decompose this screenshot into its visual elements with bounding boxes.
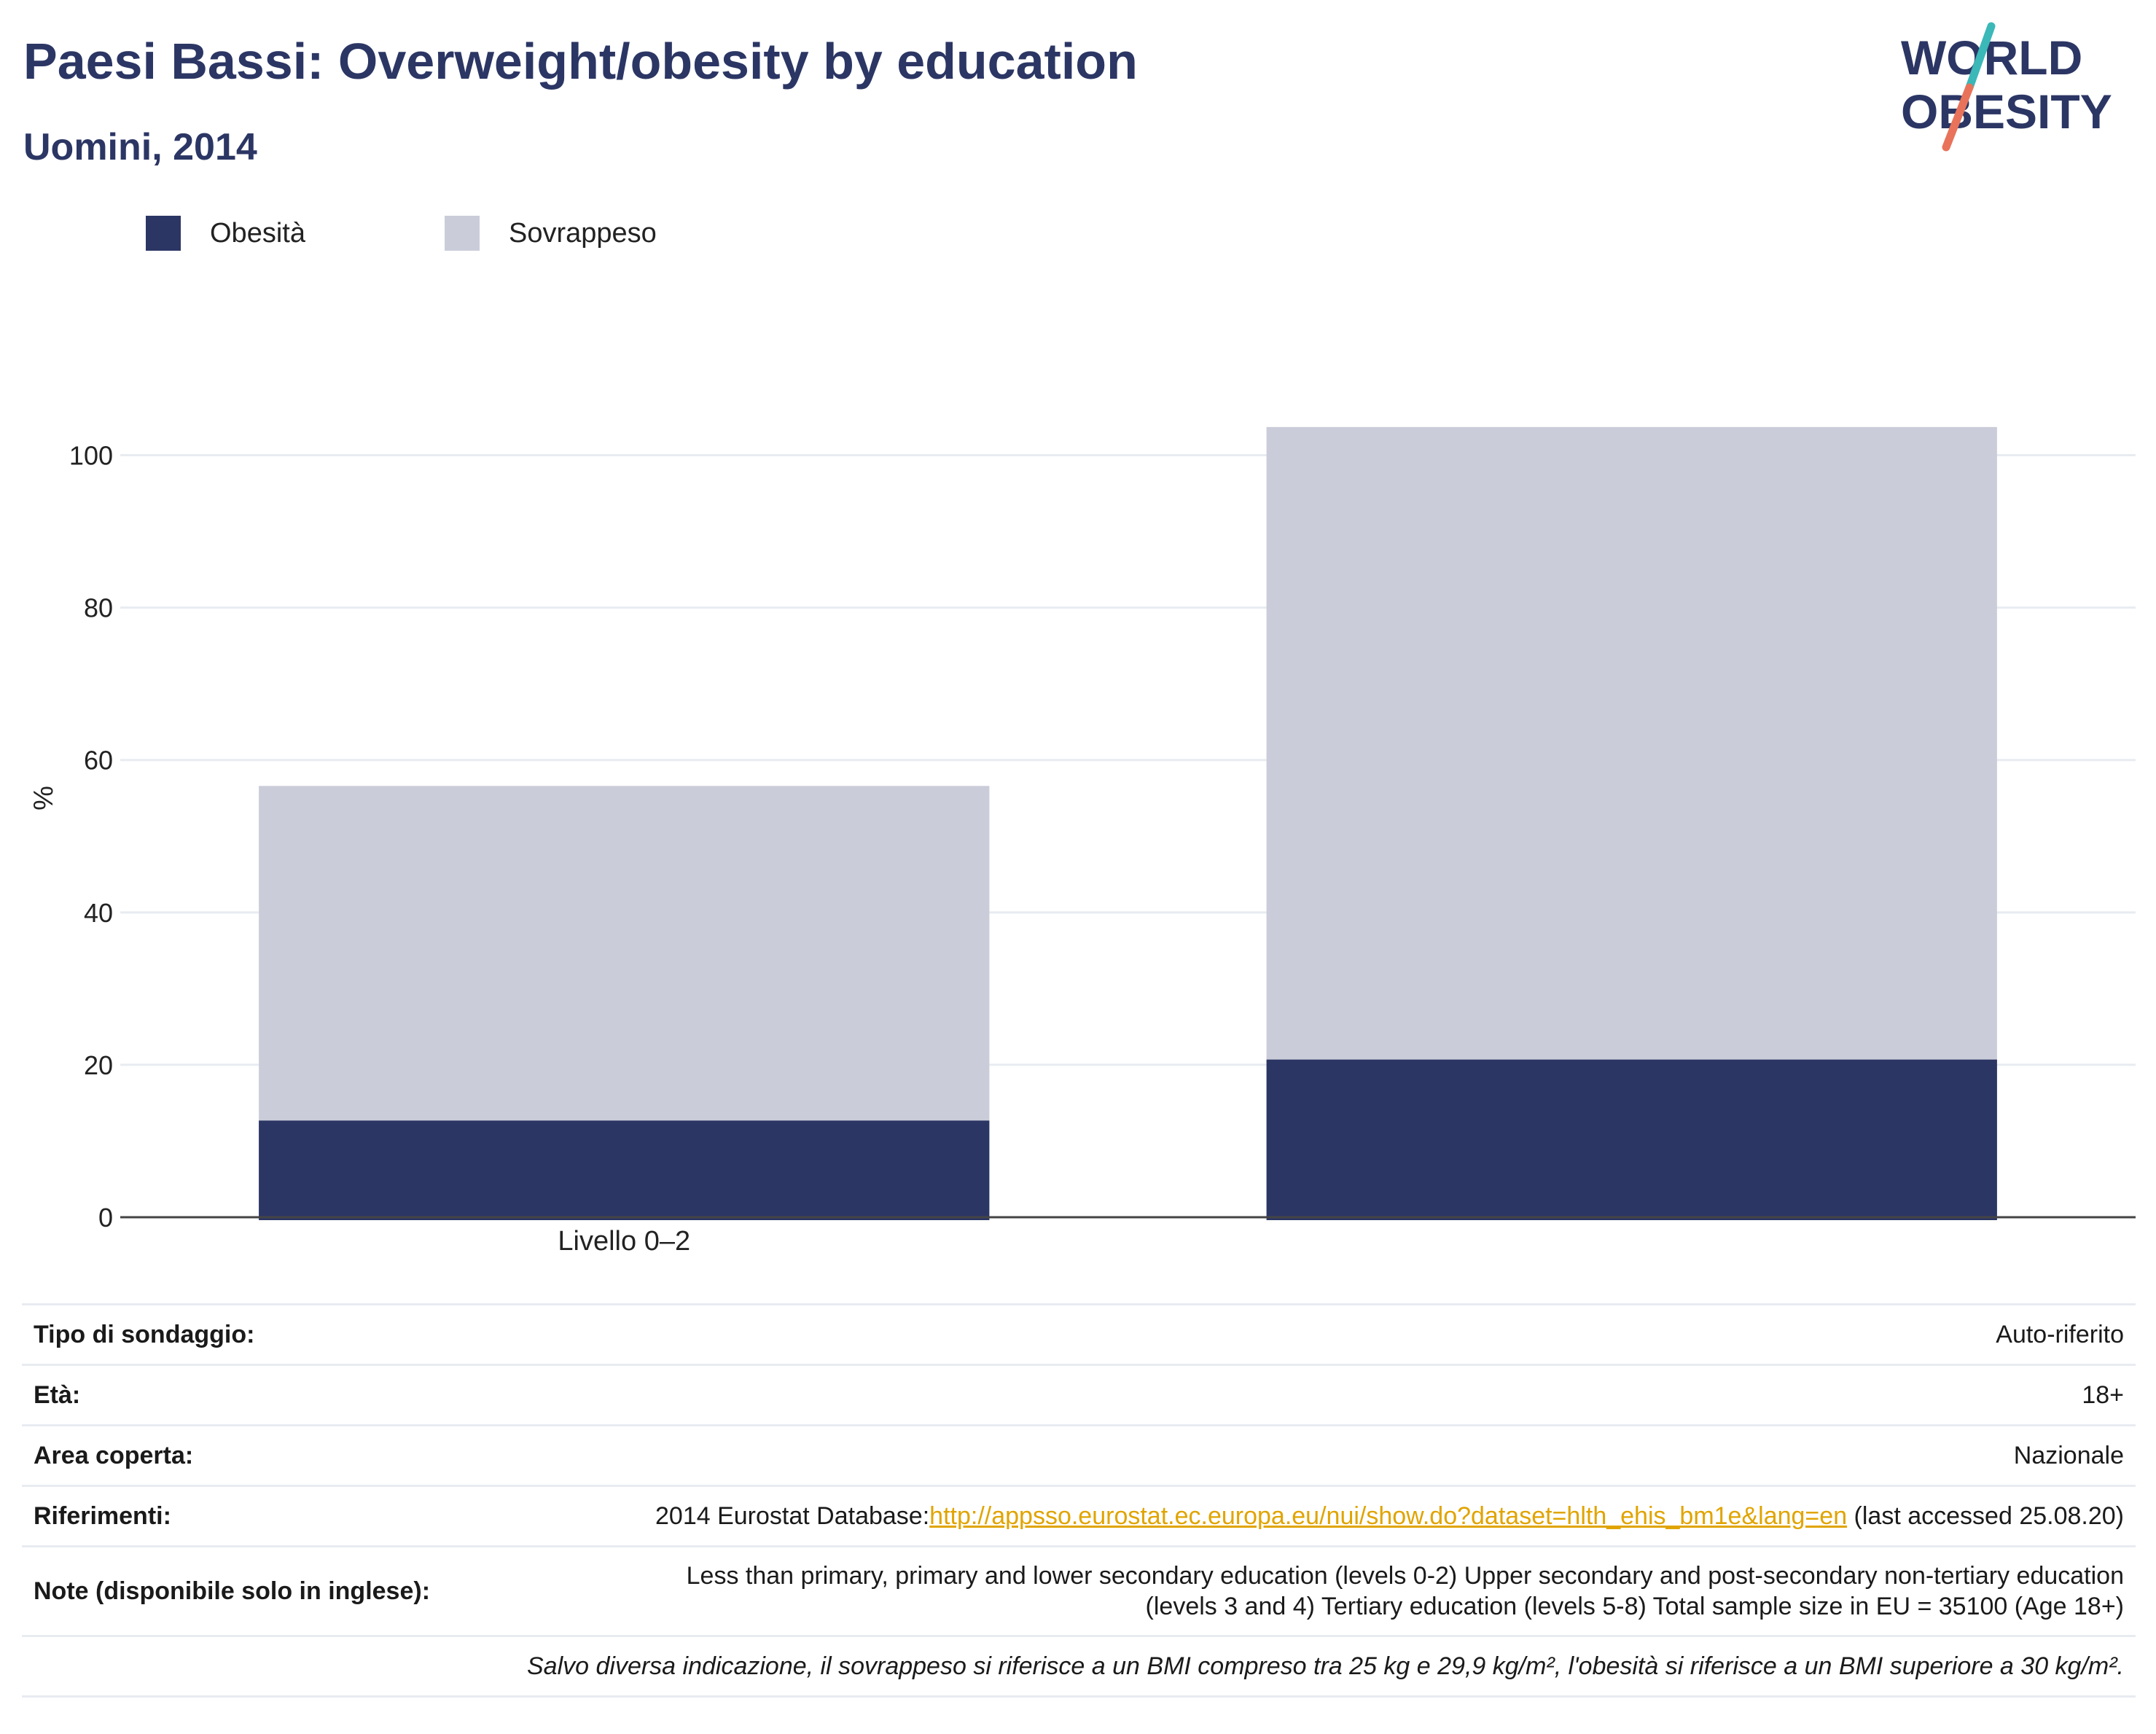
reference-link[interactable]: http://appsso.eurostat.ec.europa.eu/nui/… <box>929 1502 1848 1530</box>
page-title: Paesi Bassi: Overweight/obesity by educa… <box>23 33 1138 90</box>
y-axis-label: % <box>28 786 59 811</box>
legend-item-obesity[interactable]: Obesità <box>146 216 305 251</box>
footnote: Salvo diversa indicazione, il sovrappeso… <box>22 1635 2136 1698</box>
y-tick-label: 100 <box>69 441 113 471</box>
bar-obesity <box>259 1120 990 1220</box>
y-tick-label: 80 <box>84 593 113 623</box>
info-key: Tipo di sondaggio: <box>22 1303 453 1365</box>
legend-label-overweight: Sovrappeso <box>509 217 657 249</box>
legend-swatch-overweight <box>445 216 480 251</box>
world-obesity-logo: WORLD OBESITY <box>1901 22 2112 152</box>
legend-swatch-obesity <box>146 216 181 251</box>
legend-label-obesity: Obesità <box>210 217 305 249</box>
x-tick-label: Livello 0–2 <box>558 1226 690 1257</box>
bar-chart: 0 20 40 60 80 100% Livello 0–2 <box>28 426 2136 1257</box>
page-subtitle: Uomini, 2014 <box>23 126 257 168</box>
info-value: 2014 Eurostat Database:http://appsso.eur… <box>453 1485 2136 1547</box>
reference-prefix: 2014 Eurostat Database: <box>655 1502 930 1530</box>
chart-bars <box>259 426 1997 1220</box>
y-tick-label: 0 <box>98 1203 113 1233</box>
info-value: Auto-riferito <box>453 1303 2136 1365</box>
logo-slash-bottom <box>1942 83 1974 152</box>
bar-overweight <box>1266 426 1997 1060</box>
info-row-references: Riferimenti: 2014 Eurostat Database:http… <box>22 1485 2136 1547</box>
info-key: Riferimenti: <box>22 1485 453 1547</box>
info-key: Età: <box>22 1364 453 1426</box>
info-row-survey-type: Tipo di sondaggio: Auto-riferito <box>22 1303 2136 1365</box>
chart-axes: 0 20 40 60 80 100% Livello 0–2 <box>28 441 2136 1257</box>
reference-suffix: (last accessed 25.08.20) <box>1847 1502 2124 1530</box>
notes-line-1: Less than primary, primary and lower sec… <box>686 1562 2124 1590</box>
info-table: Tipo di sondaggio: Auto-riferito Età: 18… <box>22 1303 2136 1698</box>
legend-item-overweight[interactable]: Sovrappeso <box>445 216 657 251</box>
info-value: Nazionale <box>453 1424 2136 1486</box>
info-row-footnote: Salvo diversa indicazione, il sovrappeso… <box>22 1635 2136 1698</box>
info-key: Area coperta: <box>22 1424 453 1486</box>
info-row-area: Area coperta: Nazionale <box>22 1424 2136 1486</box>
notes-line-2: (levels 3 and 4) Tertiary education (lev… <box>1145 1593 2124 1620</box>
y-tick-label: 40 <box>84 898 113 928</box>
logo-slash-top <box>1965 22 1996 92</box>
info-key: Note (disponibile solo in inglese): <box>22 1545 453 1636</box>
info-row-notes: Note (disponibile solo in inglese): Less… <box>22 1545 2136 1636</box>
info-row-age: Età: 18+ <box>22 1364 2136 1426</box>
y-tick-label: 60 <box>84 746 113 776</box>
info-value: Less than primary, primary and lower sec… <box>453 1545 2136 1636</box>
bar-overweight <box>259 786 990 1121</box>
bar-obesity <box>1266 1059 1997 1220</box>
y-tick-label: 20 <box>84 1050 113 1080</box>
logo-line-obesity: OBESITY <box>1901 85 2112 138</box>
info-value: 18+ <box>453 1364 2136 1426</box>
logo-line-world: WORLD <box>1901 31 2082 85</box>
